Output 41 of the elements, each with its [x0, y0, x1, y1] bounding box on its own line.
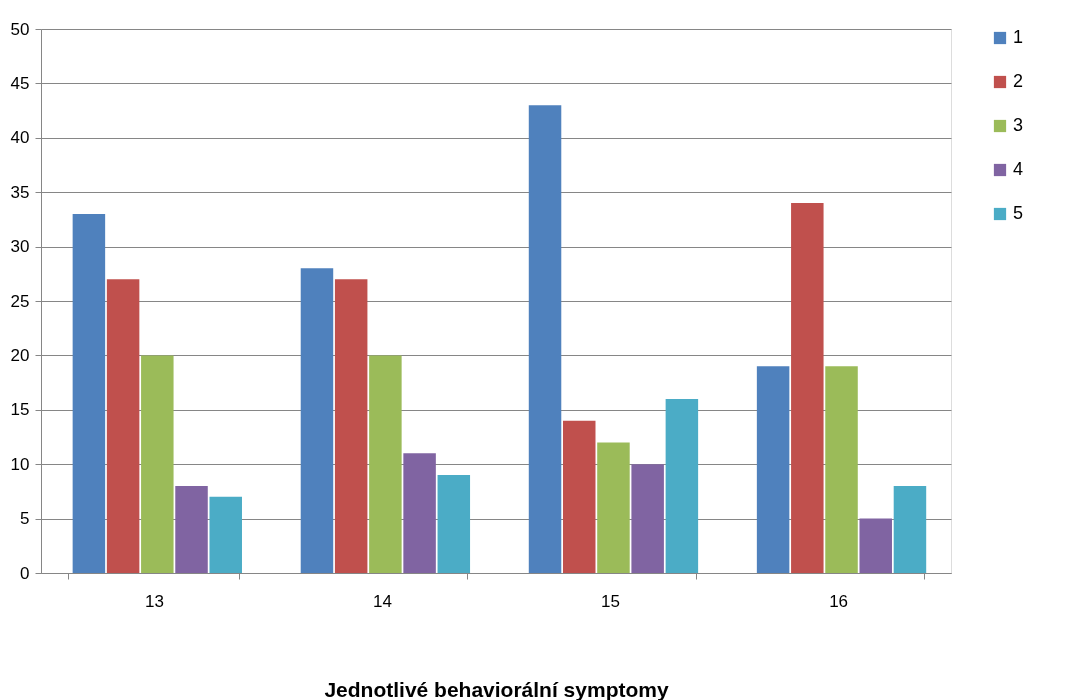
bar: [369, 355, 402, 573]
y-tick-label: 50: [10, 19, 30, 39]
bar: [756, 366, 790, 573]
bar: [141, 355, 174, 573]
x-tick-label: 15: [601, 591, 620, 611]
bar: [300, 268, 334, 573]
bar: [665, 398, 699, 573]
bar: [563, 420, 596, 573]
y-tick-label: 0: [20, 563, 30, 583]
y-tick-label: 20: [10, 345, 30, 365]
y-tick-label: 10: [10, 454, 30, 474]
bar: [106, 279, 140, 573]
y-tick-label: 35: [10, 182, 30, 202]
bar: [791, 203, 824, 573]
bar: [72, 213, 106, 573]
y-tick-label: 5: [20, 509, 30, 529]
bar: [437, 475, 471, 573]
bar: [528, 105, 562, 573]
y-tick-label: 25: [10, 291, 30, 311]
x-tick-label: 14: [373, 591, 392, 611]
bar: [334, 279, 368, 573]
bar: [893, 485, 927, 573]
legend-label: 5: [1013, 203, 1024, 223]
bar: [597, 442, 630, 573]
y-tick-label: 45: [10, 73, 30, 93]
legend-label: 2: [1013, 71, 1024, 91]
x-tick-label: 16: [829, 591, 849, 611]
bar: [403, 453, 436, 573]
x-axis-title: Jednotlivé behaviorální symptomy: [324, 677, 669, 700]
legend-label: 4: [1013, 159, 1024, 179]
y-tick-label: 30: [10, 237, 30, 257]
y-tick-label: 15: [10, 400, 30, 420]
legend-label: 3: [1013, 115, 1024, 135]
y-tick-label: 40: [10, 128, 30, 148]
x-tick-label: 13: [144, 591, 164, 611]
legend-label: 1: [1013, 27, 1024, 47]
bar: [175, 485, 208, 573]
bar: [209, 496, 242, 573]
bar: [825, 366, 858, 573]
bar: [859, 518, 892, 573]
bar: [631, 464, 664, 573]
